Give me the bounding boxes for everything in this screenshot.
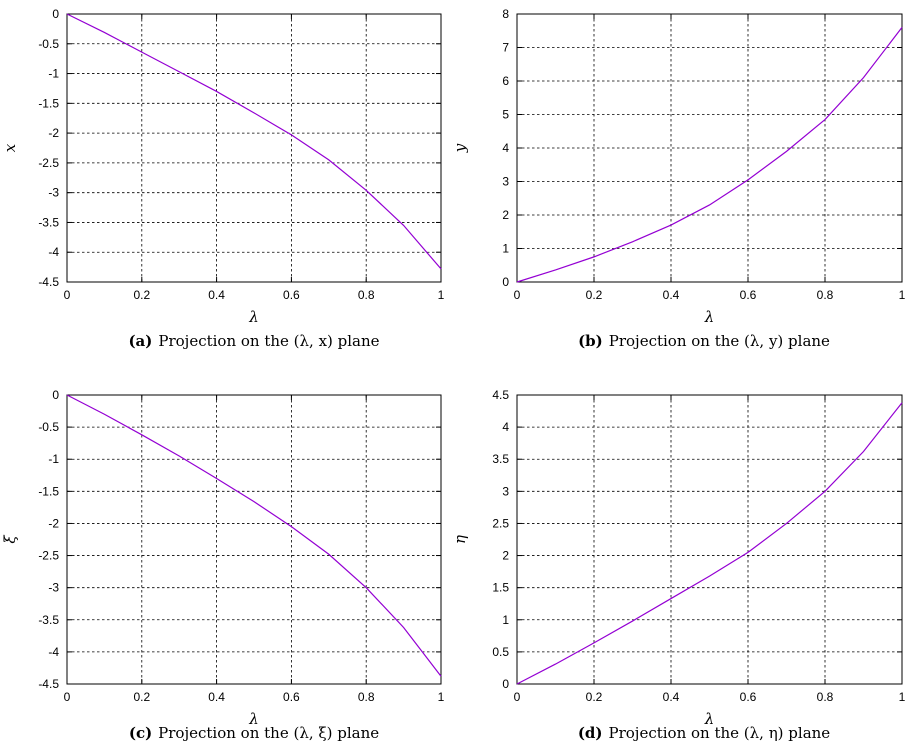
panel-d-ytick-label: 4 — [502, 420, 509, 434]
panel-b-xlabel: λ — [704, 308, 715, 326]
panel-c-caption-text: Projection on the (λ, ξ) plane — [158, 724, 379, 742]
panel-c-series-line — [66, 394, 442, 677]
panel-b-caption-id: (b) — [578, 332, 603, 350]
panel-a-ytick-label: -2.5 — [38, 156, 59, 170]
panel-d-caption-text: Projection on the (λ, η) plane — [609, 724, 831, 742]
panel-a-xtick-label: 1 — [438, 288, 445, 302]
panel-a-plot-frame — [66, 13, 442, 283]
panel-c-xtick-label: 0 — [64, 690, 71, 704]
panel-c-caption-id: (c) — [129, 724, 152, 742]
panel-c-xtick-label: 0.4 — [208, 690, 225, 704]
panel-d-xtick-label: 0 — [514, 690, 521, 704]
panel-d: 0 0.2 0.4 0.6 0.8 1 0 0.5 1 1.5 2 2.5 3 3.5 4 4.5 λ η (d) P… — [451, 388, 906, 742]
panel-d-xlabel: λ — [704, 710, 715, 728]
panel-a-ytick-label: -3 — [48, 186, 59, 200]
panel-b-ytick-label: 4 — [502, 141, 509, 155]
panel-c-ytick-label: -1 — [48, 452, 59, 466]
panel-c-caption: (c) Projection on the (λ, ξ) plane — [129, 724, 379, 742]
panel-c-xtick-label: 0.8 — [358, 690, 375, 704]
panel-b-ytick-label: 3 — [502, 175, 509, 189]
panel-a-ytick-label: -1.5 — [38, 96, 59, 110]
panel-b-xtick-label: 0.8 — [817, 288, 834, 302]
panel-b-caption-text: Projection on the (λ, y) plane — [609, 332, 830, 350]
panel-d-xtick-label: 1 — [899, 690, 906, 704]
panel-d-ytick-label: 4.5 — [492, 388, 509, 402]
panel-c-ylabel: ξ — [1, 535, 19, 544]
panel-b-plot-frame — [516, 13, 903, 283]
panel-b: 0 0.2 0.4 0.6 0.8 1 0 1 2 3 4 5 6 7 8 λ y (b) Projection o… — [451, 7, 906, 350]
panel-d-ytick-label: 2 — [502, 549, 509, 563]
panel-a-ytick-label: -0.5 — [38, 37, 59, 51]
panel-c-ytick-label: -4 — [48, 645, 59, 659]
panel-b-ytick-label: 5 — [502, 108, 509, 122]
panel-d-xtick-label: 0.4 — [663, 690, 680, 704]
panel-a-ytick-label: -4 — [48, 245, 59, 259]
panel-d-xtick-label: 0.2 — [586, 690, 603, 704]
panel-d-ytick-label: 2.5 — [492, 516, 509, 530]
panel-c-ytick-label: -0.5 — [38, 420, 59, 434]
panel-a-caption: (a) Projection on the (λ, x) plane — [128, 332, 379, 350]
panel-a-xlabel: λ — [248, 308, 259, 326]
panel-d-ytick-label: 0 — [502, 677, 509, 691]
panel-d-series-line — [516, 402, 903, 685]
panel-c-ytick-label: -3 — [48, 581, 59, 595]
panel-a-xtick-label: 0.8 — [358, 288, 375, 302]
panel-a-ytick-label: -1 — [48, 67, 59, 81]
panel-d-xtick-label: 0.8 — [817, 690, 834, 704]
panel-b-ytick-label: 1 — [502, 242, 509, 256]
panel-d-xtick-label: 0.6 — [740, 690, 757, 704]
panel-c-ytick-label: -2 — [48, 516, 59, 530]
panel-a-xtick-label: 0.4 — [208, 288, 225, 302]
panel-b-ytick-label: 7 — [502, 41, 509, 55]
panel-a-caption-text: Projection on the (λ, x) plane — [158, 332, 379, 350]
panel-b-xtick-label: 1 — [899, 288, 906, 302]
panel-a-ytick-label: 0 — [52, 7, 59, 21]
panel-a: 0 0.2 0.4 0.6 0.8 1 0 -0.5 -1 -1.5 -2 -2.5 -3 -3.5 -4 -… — [1, 7, 445, 350]
panel-a-ytick-label: -4.5 — [38, 275, 59, 289]
panel-c-xtick-label: 0.2 — [133, 690, 150, 704]
panel-c-ytick-label: -4.5 — [38, 677, 59, 691]
panel-d-caption: (d) Projection on the (λ, η) plane — [578, 724, 830, 742]
panel-d-ytick-label: 3 — [502, 484, 509, 498]
panel-d-plot-frame — [516, 394, 903, 685]
panel-b-ylabel: y — [451, 143, 469, 153]
panel-a-xtick-label: 0.6 — [283, 288, 300, 302]
panel-c-ytick-label: -3.5 — [38, 613, 59, 627]
panel-d-ytick-label: 1.5 — [492, 581, 509, 595]
panel-b-ytick-label: 8 — [502, 7, 509, 21]
panel-b-series-line — [516, 27, 903, 283]
panel-c-ytick-label: -2.5 — [38, 549, 59, 563]
panel-b-ytick-label: 2 — [502, 208, 509, 222]
panel-c-ytick-label: 0 — [52, 388, 59, 402]
panel-c: 0 0.2 0.4 0.6 0.8 1 0 -0.5 -1 -1.5 -2 -2.5 -3 -3.5 -4 -… — [1, 388, 445, 742]
panel-a-series-line — [66, 13, 442, 270]
panel-d-ytick-label: 1 — [502, 613, 509, 627]
panel-a-ytick-label: -2 — [48, 126, 59, 140]
panel-a-ytick-label: -3.5 — [38, 215, 59, 229]
panel-a-xtick-label: 0 — [64, 288, 71, 302]
panel-d-ytick-label: 0.5 — [492, 645, 509, 659]
panel-b-xtick-label: 0.2 — [586, 288, 603, 302]
panel-c-plot-frame — [66, 394, 442, 685]
panel-c-xtick-label: 0.6 — [283, 690, 300, 704]
panel-b-ytick-label: 0 — [502, 275, 509, 289]
panel-b-ytick-label: 6 — [502, 74, 509, 88]
panel-d-caption-id: (d) — [578, 724, 603, 742]
panel-a-caption-id: (a) — [128, 332, 152, 350]
panel-a-ylabel: x — [1, 143, 19, 152]
panel-c-xlabel: λ — [248, 710, 259, 728]
panel-a-xtick-label: 0.2 — [133, 288, 150, 302]
panel-d-ylabel: η — [451, 535, 469, 544]
panel-b-xtick-label: 0.4 — [663, 288, 680, 302]
panel-b-xtick-label: 0 — [514, 288, 521, 302]
panel-c-ytick-label: -1.5 — [38, 484, 59, 498]
panel-b-caption: (b) Projection on the (λ, y) plane — [578, 332, 830, 350]
panel-c-xtick-label: 1 — [438, 690, 445, 704]
panel-b-xtick-label: 0.6 — [740, 288, 757, 302]
panel-d-ytick-label: 3.5 — [492, 452, 509, 466]
